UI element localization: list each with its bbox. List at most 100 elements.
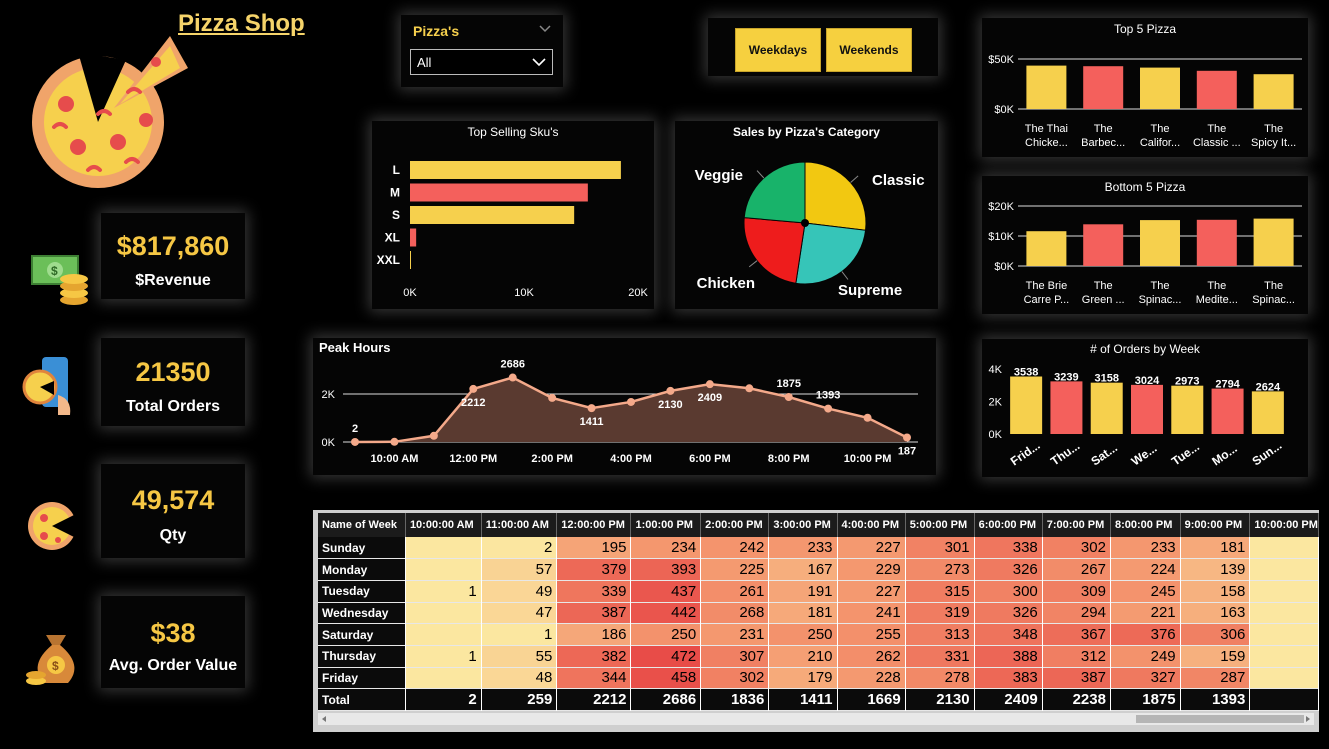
matrix-cell <box>405 558 482 581</box>
matrix-column-header[interactable]: 9:00:00 PM <box>1180 513 1251 537</box>
pie-slice[interactable] <box>743 161 806 224</box>
matrix-cell: 313 <box>905 623 975 646</box>
kpi-revenue-card: $817,860 $Revenue <box>101 213 245 299</box>
matrix-column-header[interactable]: 12:00:00 PM <box>556 513 632 537</box>
x-tick-label: The <box>1264 280 1283 292</box>
x-tick-label: Frid... <box>1008 438 1043 468</box>
x-tick-label: 6:00 PM <box>689 453 731 465</box>
matrix-total-cell: 1669 <box>837 688 906 711</box>
matrix-cell: 268 <box>700 602 770 625</box>
matrix-column-header[interactable]: 6:00:00 PM <box>974 513 1043 537</box>
kpi-revenue-value: $817,860 <box>116 231 230 261</box>
matrix-column-header[interactable]: 10:00:00 AM <box>405 513 482 537</box>
bar[interactable] <box>1211 388 1244 434</box>
bar[interactable] <box>1131 384 1163 434</box>
x-tick-label: 10:00 AM <box>370 453 418 465</box>
matrix-cell: 348 <box>974 623 1043 646</box>
bar[interactable] <box>1026 65 1067 109</box>
pie-slice-label: Supreme <box>838 282 902 299</box>
filter-collapse-icon[interactable] <box>538 24 552 34</box>
matrix-column-header[interactable]: 7:00:00 PM <box>1042 513 1111 537</box>
bar[interactable] <box>1083 66 1124 109</box>
pizza-filter-dropdown[interactable]: All <box>410 49 553 75</box>
data-label: 3158 <box>1094 373 1118 385</box>
bar[interactable] <box>1253 74 1294 109</box>
matrix-column-header[interactable]: 2:00:00 PM <box>700 513 770 537</box>
matrix-cell: 210 <box>768 645 838 668</box>
matrix-column-header[interactable]: 11:00:00 AM <box>481 513 558 537</box>
chart-title: Bottom 5 Pizza <box>1104 180 1186 194</box>
weekdays-button[interactable]: Weekdays <box>735 28 821 72</box>
matrix-column-header[interactable]: 10:00:00 PM <box>1249 513 1319 537</box>
matrix-cell: 227 <box>837 580 906 603</box>
sku-bar[interactable] <box>410 161 621 179</box>
bar[interactable] <box>1251 391 1284 434</box>
matrix-column-header[interactable]: 3:00:00 PM <box>768 513 838 537</box>
matrix-column-header[interactable]: 8:00:00 PM <box>1110 513 1181 537</box>
data-point[interactable] <box>666 386 675 395</box>
weekends-button[interactable]: Weekends <box>826 28 912 72</box>
matrix-column-header[interactable]: 1:00:00 PM <box>630 513 702 537</box>
matrix-cell: 49 <box>481 580 558 603</box>
pie-slice[interactable] <box>795 222 867 285</box>
bar[interactable] <box>1026 231 1067 266</box>
x-tick-label: The <box>1207 123 1226 135</box>
pie-slice[interactable] <box>743 217 806 284</box>
kpi-orders-value: 21350 <box>135 357 211 387</box>
bar[interactable] <box>1196 219 1237 266</box>
data-label: 187 <box>898 446 916 458</box>
x-tick-label: Chicke... <box>1025 137 1068 149</box>
bar[interactable] <box>1083 224 1124 266</box>
data-point[interactable] <box>508 373 517 382</box>
x-tick-label: 10K <box>514 287 534 299</box>
bottom5-bar-plot: $0K $10K $20K The Brie Carre P... The Green ..… <box>988 201 1302 306</box>
bar[interactable] <box>1090 382 1123 434</box>
matrix-cell: 301 <box>905 537 975 560</box>
bar[interactable] <box>1050 381 1083 434</box>
bar[interactable] <box>1010 376 1043 434</box>
sku-bar[interactable] <box>410 228 417 247</box>
data-point[interactable] <box>784 393 793 401</box>
dashboard-title[interactable]: Pizza Shop <box>178 10 305 37</box>
sku-bar[interactable] <box>410 251 411 269</box>
matrix-cell: 387 <box>1042 667 1111 690</box>
day-type-slicer: Weekdays Weekends <box>708 18 938 76</box>
matrix-total-cell: 1411 <box>768 688 838 711</box>
bar[interactable] <box>1253 218 1294 266</box>
data-point[interactable] <box>705 380 714 389</box>
bar[interactable] <box>1140 67 1180 109</box>
matrix-cell: 47 <box>481 602 558 625</box>
matrix-total-cell <box>1249 688 1319 711</box>
x-tick-label: Thu... <box>1048 439 1082 469</box>
matrix-cell: 287 <box>1180 667 1251 690</box>
sku-bar[interactable] <box>410 206 575 224</box>
data-point[interactable] <box>429 431 438 440</box>
matrix-total-label: Total <box>318 688 406 711</box>
matrix-total-cell: 259 <box>481 688 558 711</box>
sku-bar[interactable] <box>410 183 588 202</box>
data-point[interactable] <box>903 433 911 442</box>
matrix-column-header[interactable]: 5:00:00 PM <box>905 513 975 537</box>
matrix-total-cell: 2409 <box>974 688 1043 711</box>
sku-category-label: M <box>390 186 400 200</box>
bar[interactable] <box>1140 220 1180 266</box>
data-point[interactable] <box>824 404 833 413</box>
data-point[interactable] <box>351 437 359 446</box>
pie-slice[interactable] <box>804 161 867 231</box>
data-point[interactable] <box>548 393 557 402</box>
matrix-corner-header[interactable]: Name of Week <box>318 513 406 537</box>
data-point[interactable] <box>390 437 399 446</box>
bar[interactable] <box>1171 385 1204 434</box>
matrix-cell: 302 <box>700 667 770 690</box>
data-point[interactable] <box>469 384 478 393</box>
data-point[interactable] <box>745 384 754 393</box>
bar[interactable] <box>1196 70 1237 109</box>
matrix-cell: 163 <box>1180 602 1251 625</box>
data-point[interactable] <box>863 413 872 422</box>
matrix-column-header[interactable]: 4:00:00 PM <box>837 513 906 537</box>
data-point[interactable] <box>587 404 596 413</box>
scrollbar-thumb[interactable] <box>1136 715 1304 723</box>
data-point[interactable] <box>627 397 635 406</box>
matrix-cell: 300 <box>974 580 1043 603</box>
horizontal-scrollbar[interactable] <box>318 713 1314 725</box>
